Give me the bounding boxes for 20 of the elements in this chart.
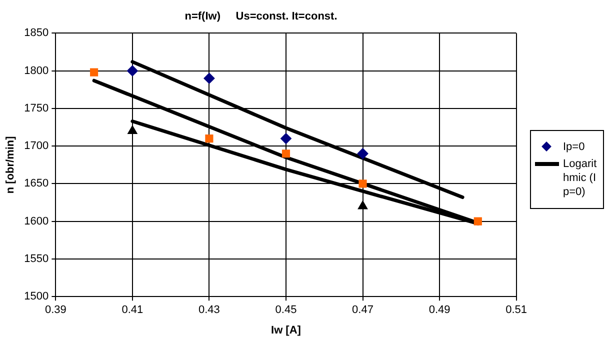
x-tick-label: 0.49 (428, 304, 450, 316)
chart-title: n=f(Iw) Us=const. It=const. (184, 10, 338, 23)
y-tick-label: 1500 (24, 290, 49, 303)
y-tick-label: 1700 (24, 140, 49, 152)
x-tick-label: 0.47 (352, 304, 374, 316)
legend-label: Ip=0 (563, 140, 585, 154)
x-tick-label: 0.41 (122, 304, 144, 316)
y-tick-label: 1550 (24, 253, 49, 266)
y-tick-label: 1850 (24, 27, 49, 40)
y-tick-label: 1750 (24, 102, 49, 114)
y-tick-label: 1650 (24, 178, 49, 190)
x-axis-title: Iw [A] (271, 324, 302, 336)
legend-label: Logarithmic (Ip=0) (563, 157, 598, 199)
x-tick-label: 0.43 (198, 304, 220, 316)
x-tick-label: 0.39 (44, 304, 66, 316)
y-tick-label: 1600 (24, 215, 49, 228)
x-tick-label: 0.51 (506, 304, 528, 316)
y-axis-title: n [obr/min] (4, 136, 17, 194)
y-tick-label: 1800 (24, 64, 49, 77)
x-tick-label: 0.45 (275, 304, 297, 316)
